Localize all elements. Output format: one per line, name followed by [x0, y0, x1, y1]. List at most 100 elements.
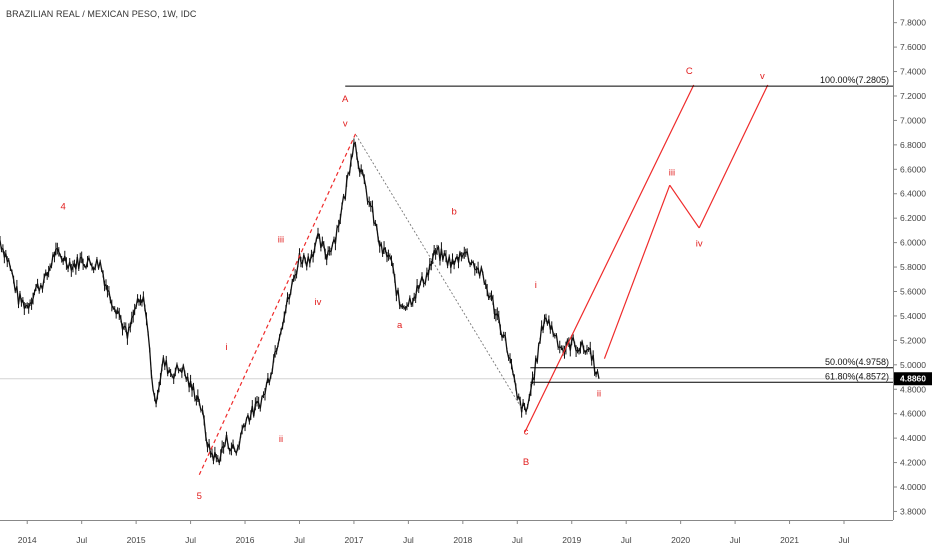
price-line-segment: [235, 447, 239, 454]
price-line-segment: [64, 255, 68, 264]
price-line-segment: [22, 299, 25, 309]
fib-level-label: 50.00%(4.9758): [825, 357, 889, 367]
price-line-segment: [389, 256, 393, 261]
price-line-segment: [218, 455, 222, 464]
price-series: [0, 138, 600, 466]
y-tick-label: 6.0000: [900, 238, 926, 248]
x-tick-label: 2018: [453, 535, 472, 545]
price-line-segment: [294, 273, 297, 276]
correction-dotted-line: [355, 134, 524, 411]
wave-label: b: [451, 207, 456, 218]
price-line-segment: [129, 317, 133, 328]
price-line-segment: [198, 402, 202, 411]
price-line-segment: [525, 406, 529, 413]
price-line-segment: [506, 350, 510, 359]
projection-iii-line: [603, 184, 671, 359]
price-line-segment: [453, 259, 457, 266]
price-line-segment: [350, 154, 354, 161]
price-line-segment: [99, 261, 103, 271]
price-line-segment: [50, 254, 54, 266]
price-line-segment: [205, 436, 209, 448]
price-line-segment: [295, 264, 299, 275]
price-line-segment: [158, 378, 162, 388]
price-line-segment: [271, 358, 275, 372]
price-line-segment: [443, 252, 447, 257]
price-line-segment: [592, 354, 596, 372]
price-line-segment: [225, 434, 229, 447]
price-line-segment: [338, 218, 341, 227]
price-line-segment: [596, 371, 600, 379]
y-tick-label: 7.2000: [900, 91, 926, 101]
price-line-segment: [459, 252, 463, 257]
price-line-segment: [81, 257, 84, 265]
y-tick-label: 5.8000: [900, 262, 926, 272]
price-line-segment: [69, 261, 72, 271]
price-line-segment: [135, 298, 139, 308]
price-line-segment: [574, 343, 577, 352]
wave-label: A: [342, 94, 349, 105]
price-line-segment: [280, 325, 284, 332]
price-line-segment: [371, 206, 375, 224]
y-tick-label: 6.6000: [900, 164, 926, 174]
price-line-segment: [526, 397, 530, 407]
price-line-segment: [58, 251, 61, 256]
price-line-segment: [353, 142, 356, 145]
price-line-segment: [341, 195, 345, 207]
y-tick-label: 5.0000: [900, 360, 926, 370]
price-line-segment: [486, 289, 490, 298]
price-line-segment: [168, 369, 172, 374]
price-line-segment: [483, 282, 487, 285]
price-line-segment: [170, 372, 173, 377]
price-line-segment: [278, 331, 282, 338]
price-line-segment: [510, 363, 514, 374]
price-line-segment: [314, 239, 317, 248]
price-line-segment: [504, 336, 508, 351]
x-tick-label: 2020: [671, 535, 690, 545]
price-line-segment: [117, 310, 120, 315]
price-line-segment: [530, 377, 534, 390]
wave-label: v: [760, 71, 765, 82]
current-price-label: 4.8860: [900, 374, 926, 384]
price-line-segment: [357, 164, 361, 173]
price-line-segment: [555, 335, 559, 348]
price-line-segment: [176, 364, 180, 371]
price-line-segment: [48, 266, 51, 272]
price-line-segment: [569, 340, 573, 351]
price-line-segment: [390, 260, 394, 269]
price-line-segment: [469, 262, 473, 266]
price-line-segment: [303, 254, 306, 261]
price-line-segment: [442, 252, 445, 261]
price-line-segment: [493, 313, 497, 316]
price-line-segment: [365, 187, 369, 202]
price-line-segment: [30, 298, 34, 304]
y-tick-label: 7.0000: [900, 115, 926, 125]
price-line-segment: [105, 284, 109, 292]
price-line-segment: [41, 278, 45, 290]
x-tick-label: Jul: [294, 535, 305, 545]
price-line-segment: [101, 269, 104, 275]
price-line-segment: [165, 360, 169, 375]
wave-label: i: [225, 342, 227, 353]
price-line-segment: [120, 318, 124, 330]
wave-label: B: [523, 457, 529, 468]
price-line-segment: [376, 227, 379, 240]
price-line-segment: [552, 333, 556, 337]
price-line-segment: [404, 305, 408, 309]
price-line-segment: [399, 304, 402, 307]
wave-label: C: [686, 66, 693, 77]
price-line-segment: [223, 444, 226, 449]
price-line-segment: [147, 333, 151, 351]
y-tick-label: 4.6000: [900, 409, 926, 419]
price-line-segment: [32, 292, 36, 299]
price-line-segment: [9, 268, 13, 273]
price-line-segment: [336, 225, 340, 229]
price-line-segment: [356, 155, 359, 165]
price-line-segment: [397, 289, 401, 306]
price-line-segment: [581, 341, 585, 350]
price-line-segment: [182, 365, 186, 374]
price-line-segment: [388, 254, 391, 257]
y-tick-label: 6.8000: [900, 140, 926, 150]
wave-label: iii: [278, 235, 284, 246]
price-line-segment: [374, 222, 378, 228]
